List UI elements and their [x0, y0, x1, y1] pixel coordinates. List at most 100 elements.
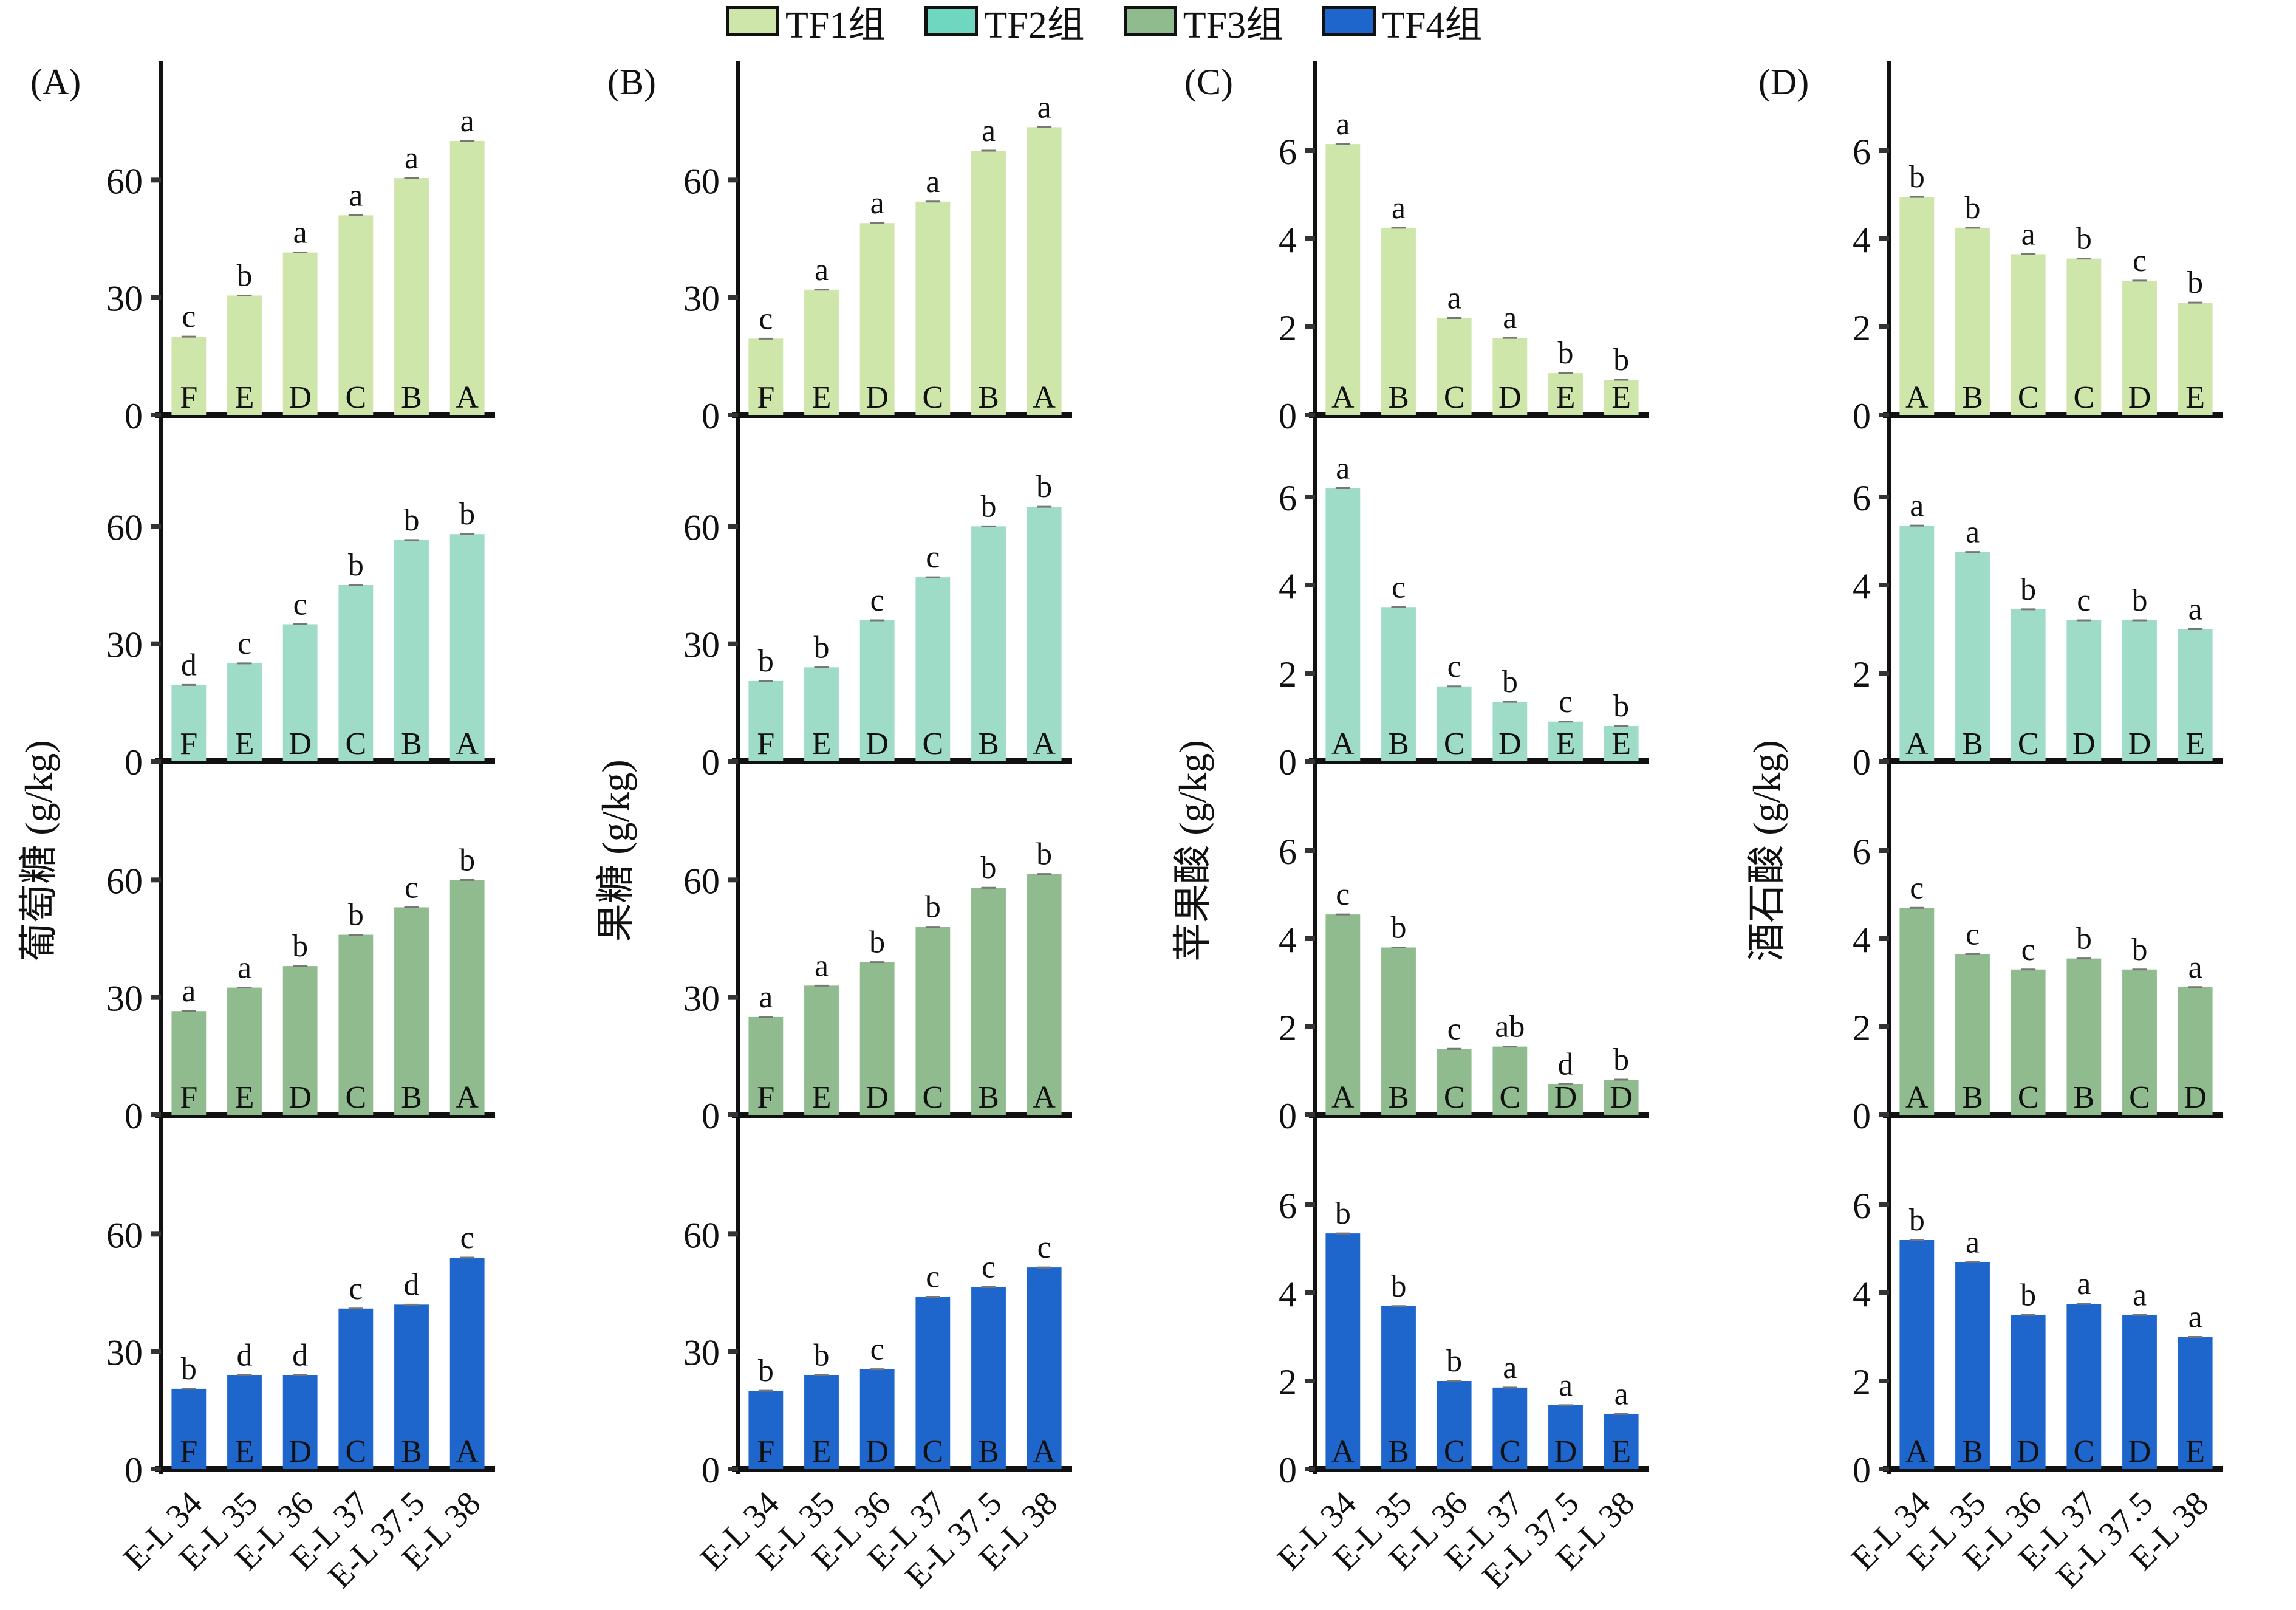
- sig-letter-b-3-1: a: [759, 980, 773, 1015]
- bar-a-2-5: [394, 540, 429, 761]
- bar-c-4-2: [1381, 1306, 1416, 1469]
- sig-letter-d-2-2: a: [1966, 515, 1980, 550]
- y-tick-label-c-row1: 0: [1279, 396, 1297, 436]
- sig-letter-b-4-1: b: [758, 1354, 774, 1388]
- group-letter-b-3-4: C: [922, 1080, 943, 1115]
- sig-letter-b-2-2: b: [814, 630, 830, 665]
- sig-letter-b-2-3: c: [870, 583, 884, 618]
- sig-letter-d-1-4: b: [2076, 222, 2092, 256]
- bar-c-3-2: [1381, 947, 1416, 1115]
- group-letter-a-2-3: D: [289, 727, 312, 761]
- group-letter-b-4-5: B: [978, 1434, 999, 1469]
- bar-d-4-5: [2122, 1315, 2157, 1469]
- y-tick-label-d-row4: 2: [1853, 1362, 1871, 1402]
- group-letter-c-2-5: E: [1556, 727, 1576, 761]
- sig-letter-d-3-6: a: [2188, 950, 2202, 985]
- y-tick-label-d-row1: 2: [1853, 308, 1871, 348]
- group-letter-d-1-3: C: [2018, 380, 2039, 415]
- legend-swatch-tf3: [1123, 6, 1177, 36]
- bar-c-1-4: [1492, 338, 1528, 415]
- group-letter-c-1-3: C: [1444, 380, 1465, 415]
- bar-a-4-5: [394, 1304, 429, 1469]
- sig-letter-d-2-1: a: [1910, 488, 1924, 523]
- sig-letter-c-3-2: b: [1391, 911, 1407, 945]
- bar-a-3-1: [171, 1011, 207, 1115]
- sig-letter-d-1-1: b: [1909, 160, 1925, 194]
- group-letter-d-1-6: E: [2185, 380, 2205, 415]
- group-letter-c-2-6: E: [1611, 727, 1631, 761]
- sig-letter-c-3-1: c: [1336, 877, 1350, 912]
- y-tick-label-c-row2: 6: [1279, 478, 1297, 518]
- sig-letter-a-2-3: c: [293, 587, 307, 622]
- group-letter-b-1-4: C: [922, 380, 943, 415]
- y-tick-label-c-row4: 6: [1279, 1186, 1297, 1226]
- group-letter-d-1-5: D: [2128, 380, 2151, 415]
- group-letter-c-4-4: C: [1499, 1434, 1520, 1469]
- y-tick-label-b-row3: 0: [702, 1096, 720, 1136]
- sig-letter-b-3-4: b: [925, 890, 941, 925]
- group-letter-b-1-5: B: [978, 380, 999, 415]
- y-tick-label-a-row3: 60: [106, 861, 143, 901]
- sig-letter-b-2-4: c: [926, 540, 940, 575]
- group-letter-d-3-6: D: [2184, 1080, 2207, 1115]
- group-letter-d-4-5: D: [2128, 1434, 2151, 1469]
- y-tick-label-d-row2: 4: [1853, 566, 1871, 606]
- y-tick-label-c-row2: 4: [1279, 566, 1297, 606]
- sig-letter-a-4-6: c: [460, 1221, 474, 1255]
- sig-letter-b-2-6: b: [1036, 470, 1052, 504]
- bar-b-3-3: [859, 962, 895, 1115]
- y-tick-label-a-row1: 0: [125, 396, 143, 436]
- group-letter-b-1-2: E: [812, 380, 832, 415]
- y-tick-label-c-row4: 2: [1279, 1362, 1297, 1402]
- sig-letter-c-2-1: a: [1336, 451, 1350, 486]
- sig-letter-c-2-3: c: [1447, 649, 1461, 684]
- group-letter-b-2-1: F: [757, 727, 774, 761]
- y-tick-label-a-row2: 0: [125, 742, 143, 783]
- sig-letter-b-1-4: a: [926, 165, 940, 199]
- legend-swatch-tf1: [726, 6, 779, 36]
- group-letter-d-2-3: C: [2018, 727, 2039, 761]
- bar-b-4-2: [804, 1375, 839, 1469]
- bar-b-3-1: [748, 1016, 784, 1115]
- group-letter-a-2-5: B: [401, 727, 422, 761]
- sig-letter-d-4-6: a: [2188, 1300, 2202, 1335]
- group-letter-a-4-5: B: [401, 1434, 422, 1469]
- y-tick-label-c-row4: 4: [1279, 1274, 1297, 1314]
- y-tick-label-c-row3: 2: [1279, 1008, 1297, 1048]
- y-axis-title-c: 苹果酸 (g/kg): [1171, 740, 1214, 961]
- legend-swatch-tf4: [1322, 6, 1376, 36]
- group-letter-c-3-2: B: [1388, 1080, 1409, 1115]
- y-tick-label-c-row3: 4: [1279, 920, 1297, 960]
- sig-letter-c-1-5: b: [1558, 336, 1574, 371]
- sig-letter-c-1-3: a: [1447, 281, 1461, 316]
- y-axis-title-b: 果糖 (g/kg): [594, 759, 637, 942]
- sig-letter-b-1-5: a: [982, 114, 996, 148]
- legend: TF1组 TF2组 TF3组 TF4组: [726, 1, 1482, 46]
- sig-letter-c-4-5: a: [1559, 1368, 1573, 1403]
- group-letter-c-3-6: D: [1610, 1080, 1633, 1115]
- sig-letter-a-1-3: a: [293, 216, 307, 250]
- bar-a-1-4: [338, 215, 374, 415]
- y-tick-label-a-row4: 60: [106, 1215, 143, 1255]
- group-letter-b-2-2: E: [812, 727, 832, 761]
- panel-label-d: (D): [1758, 62, 1809, 102]
- sig-letter-b-3-5: b: [981, 851, 997, 885]
- legend-swatch-tf2: [924, 6, 979, 36]
- group-letter-b-1-6: A: [1033, 380, 1056, 415]
- bar-c-4-3: [1437, 1381, 1472, 1469]
- sig-letter-d-4-1: b: [1909, 1203, 1925, 1238]
- panel-label-c: (C): [1184, 62, 1233, 102]
- bar-c-1-2: [1381, 227, 1416, 415]
- group-letter-a-1-4: C: [345, 380, 366, 415]
- group-letter-a-2-4: C: [345, 727, 366, 761]
- legend-item-tf4: TF4组: [1322, 0, 1482, 49]
- bar-c-3-3: [1437, 1049, 1472, 1115]
- bar-b-2-2: [804, 667, 839, 761]
- y-tick-label-b-row4: 0: [702, 1450, 720, 1490]
- group-letter-b-4-4: C: [922, 1434, 943, 1469]
- bar-d-4-3: [2011, 1315, 2046, 1469]
- sig-letter-a-4-4: c: [349, 1272, 363, 1306]
- bar-b-1-5: [971, 151, 1006, 415]
- bar-c-2-1: [1325, 488, 1361, 761]
- bar-b-1-2: [804, 289, 839, 415]
